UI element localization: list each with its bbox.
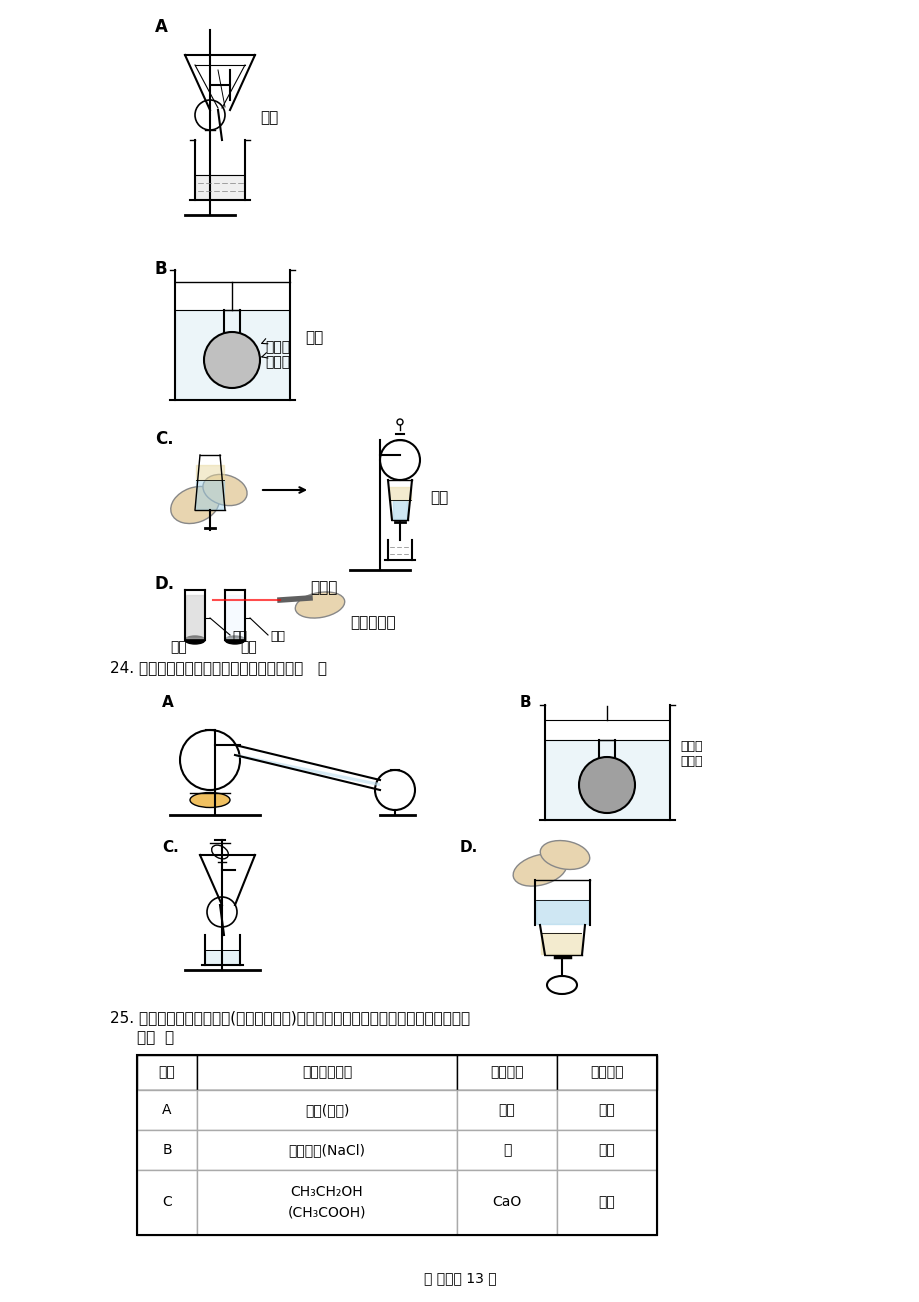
Text: CH₃CH₂OH: CH₃CH₂OH xyxy=(290,1186,363,1199)
Bar xyxy=(457,1090,556,1130)
Text: 丁达尔效应: 丁达尔效应 xyxy=(349,615,395,630)
Bar xyxy=(457,1055,556,1090)
Text: 水: 水 xyxy=(503,1143,511,1157)
Text: 24. 以下试验装置一般不用于分别物质的是（   ）: 24. 以下试验装置一般不用于分别物质的是（ ） xyxy=(110,660,326,674)
Bar xyxy=(137,1055,656,1236)
Ellipse shape xyxy=(295,592,345,618)
Bar xyxy=(556,1130,656,1170)
Text: 第 页，共 13 页: 第 页，共 13 页 xyxy=(424,1271,495,1285)
Text: 渴水: 渴水 xyxy=(498,1103,515,1117)
Text: 半透膜: 半透膜 xyxy=(679,740,702,753)
Text: 过滤: 过滤 xyxy=(598,1143,615,1157)
Text: C: C xyxy=(162,1195,172,1210)
Text: (CH₃COOH): (CH₃COOH) xyxy=(288,1206,366,1220)
Ellipse shape xyxy=(547,976,576,993)
Text: A: A xyxy=(162,695,174,710)
Text: 分液: 分液 xyxy=(598,1103,615,1117)
Text: 半透膜: 半透膜 xyxy=(265,340,289,354)
Circle shape xyxy=(375,769,414,810)
Text: B: B xyxy=(154,260,167,279)
Ellipse shape xyxy=(513,854,566,887)
Text: D.: D. xyxy=(460,840,478,855)
Ellipse shape xyxy=(225,635,244,644)
Text: 蛘馏水: 蛘馏水 xyxy=(265,355,289,368)
Text: 分别方法: 分别方法 xyxy=(590,1065,623,1079)
Text: 过滤: 过滤 xyxy=(260,109,278,125)
Ellipse shape xyxy=(185,635,205,644)
Text: B: B xyxy=(519,695,531,710)
Text: CaO: CaO xyxy=(492,1195,521,1210)
Bar xyxy=(556,1170,656,1236)
Text: 激光笔: 激光笔 xyxy=(310,579,337,595)
Bar xyxy=(556,1090,656,1130)
Text: C.: C. xyxy=(162,840,178,855)
Ellipse shape xyxy=(171,487,219,523)
Bar xyxy=(137,1170,197,1236)
Bar xyxy=(197,1055,457,1090)
Text: 胶体: 胶体 xyxy=(170,641,187,654)
Text: 25. 为了提纯下表所列物质(括号内为杂质)，有关除杂试剂和分别方法的选择均正确的: 25. 为了提纯下表所列物质(括号内为杂质)，有关除杂试剂和分别方法的选择均正确… xyxy=(110,1010,470,1025)
Bar xyxy=(137,1090,197,1130)
Text: 萸取: 萸取 xyxy=(429,490,448,505)
Text: A: A xyxy=(162,1103,172,1117)
Ellipse shape xyxy=(539,841,589,870)
Bar xyxy=(197,1090,457,1130)
Text: 是（  ）: 是（ ） xyxy=(137,1030,174,1046)
Text: 溶液: 溶液 xyxy=(269,630,285,643)
Text: B: B xyxy=(162,1143,172,1157)
Bar xyxy=(457,1130,556,1170)
Text: 淠粉溶液(NaCl): 淠粉溶液(NaCl) xyxy=(289,1143,365,1157)
Text: 溶液: 溶液 xyxy=(240,641,256,654)
Circle shape xyxy=(204,332,260,388)
Ellipse shape xyxy=(203,474,247,505)
Bar xyxy=(556,1055,656,1090)
Bar xyxy=(457,1170,556,1236)
Text: 除杂试剂: 除杂试剂 xyxy=(490,1065,523,1079)
Ellipse shape xyxy=(190,793,230,807)
Bar xyxy=(137,1055,197,1090)
Text: C.: C. xyxy=(154,430,174,448)
Circle shape xyxy=(578,756,634,812)
Bar xyxy=(197,1130,457,1170)
Text: D.: D. xyxy=(154,575,175,592)
Text: 己烷(己烯): 己烷(己烯) xyxy=(304,1103,349,1117)
Bar xyxy=(137,1130,197,1170)
Text: 渗析: 渗析 xyxy=(305,329,323,345)
Text: 选项: 选项 xyxy=(158,1065,176,1079)
Circle shape xyxy=(380,440,420,480)
Text: 蛘馏: 蛘馏 xyxy=(598,1195,615,1210)
Text: 胶体: 胶体 xyxy=(232,630,246,643)
Ellipse shape xyxy=(211,845,228,859)
Bar xyxy=(197,1170,457,1236)
Text: 蒸馏水: 蒸馏水 xyxy=(679,755,702,768)
Text: A: A xyxy=(154,18,167,36)
Text: 被提纯的物质: 被提纯的物质 xyxy=(301,1065,352,1079)
Circle shape xyxy=(180,730,240,790)
